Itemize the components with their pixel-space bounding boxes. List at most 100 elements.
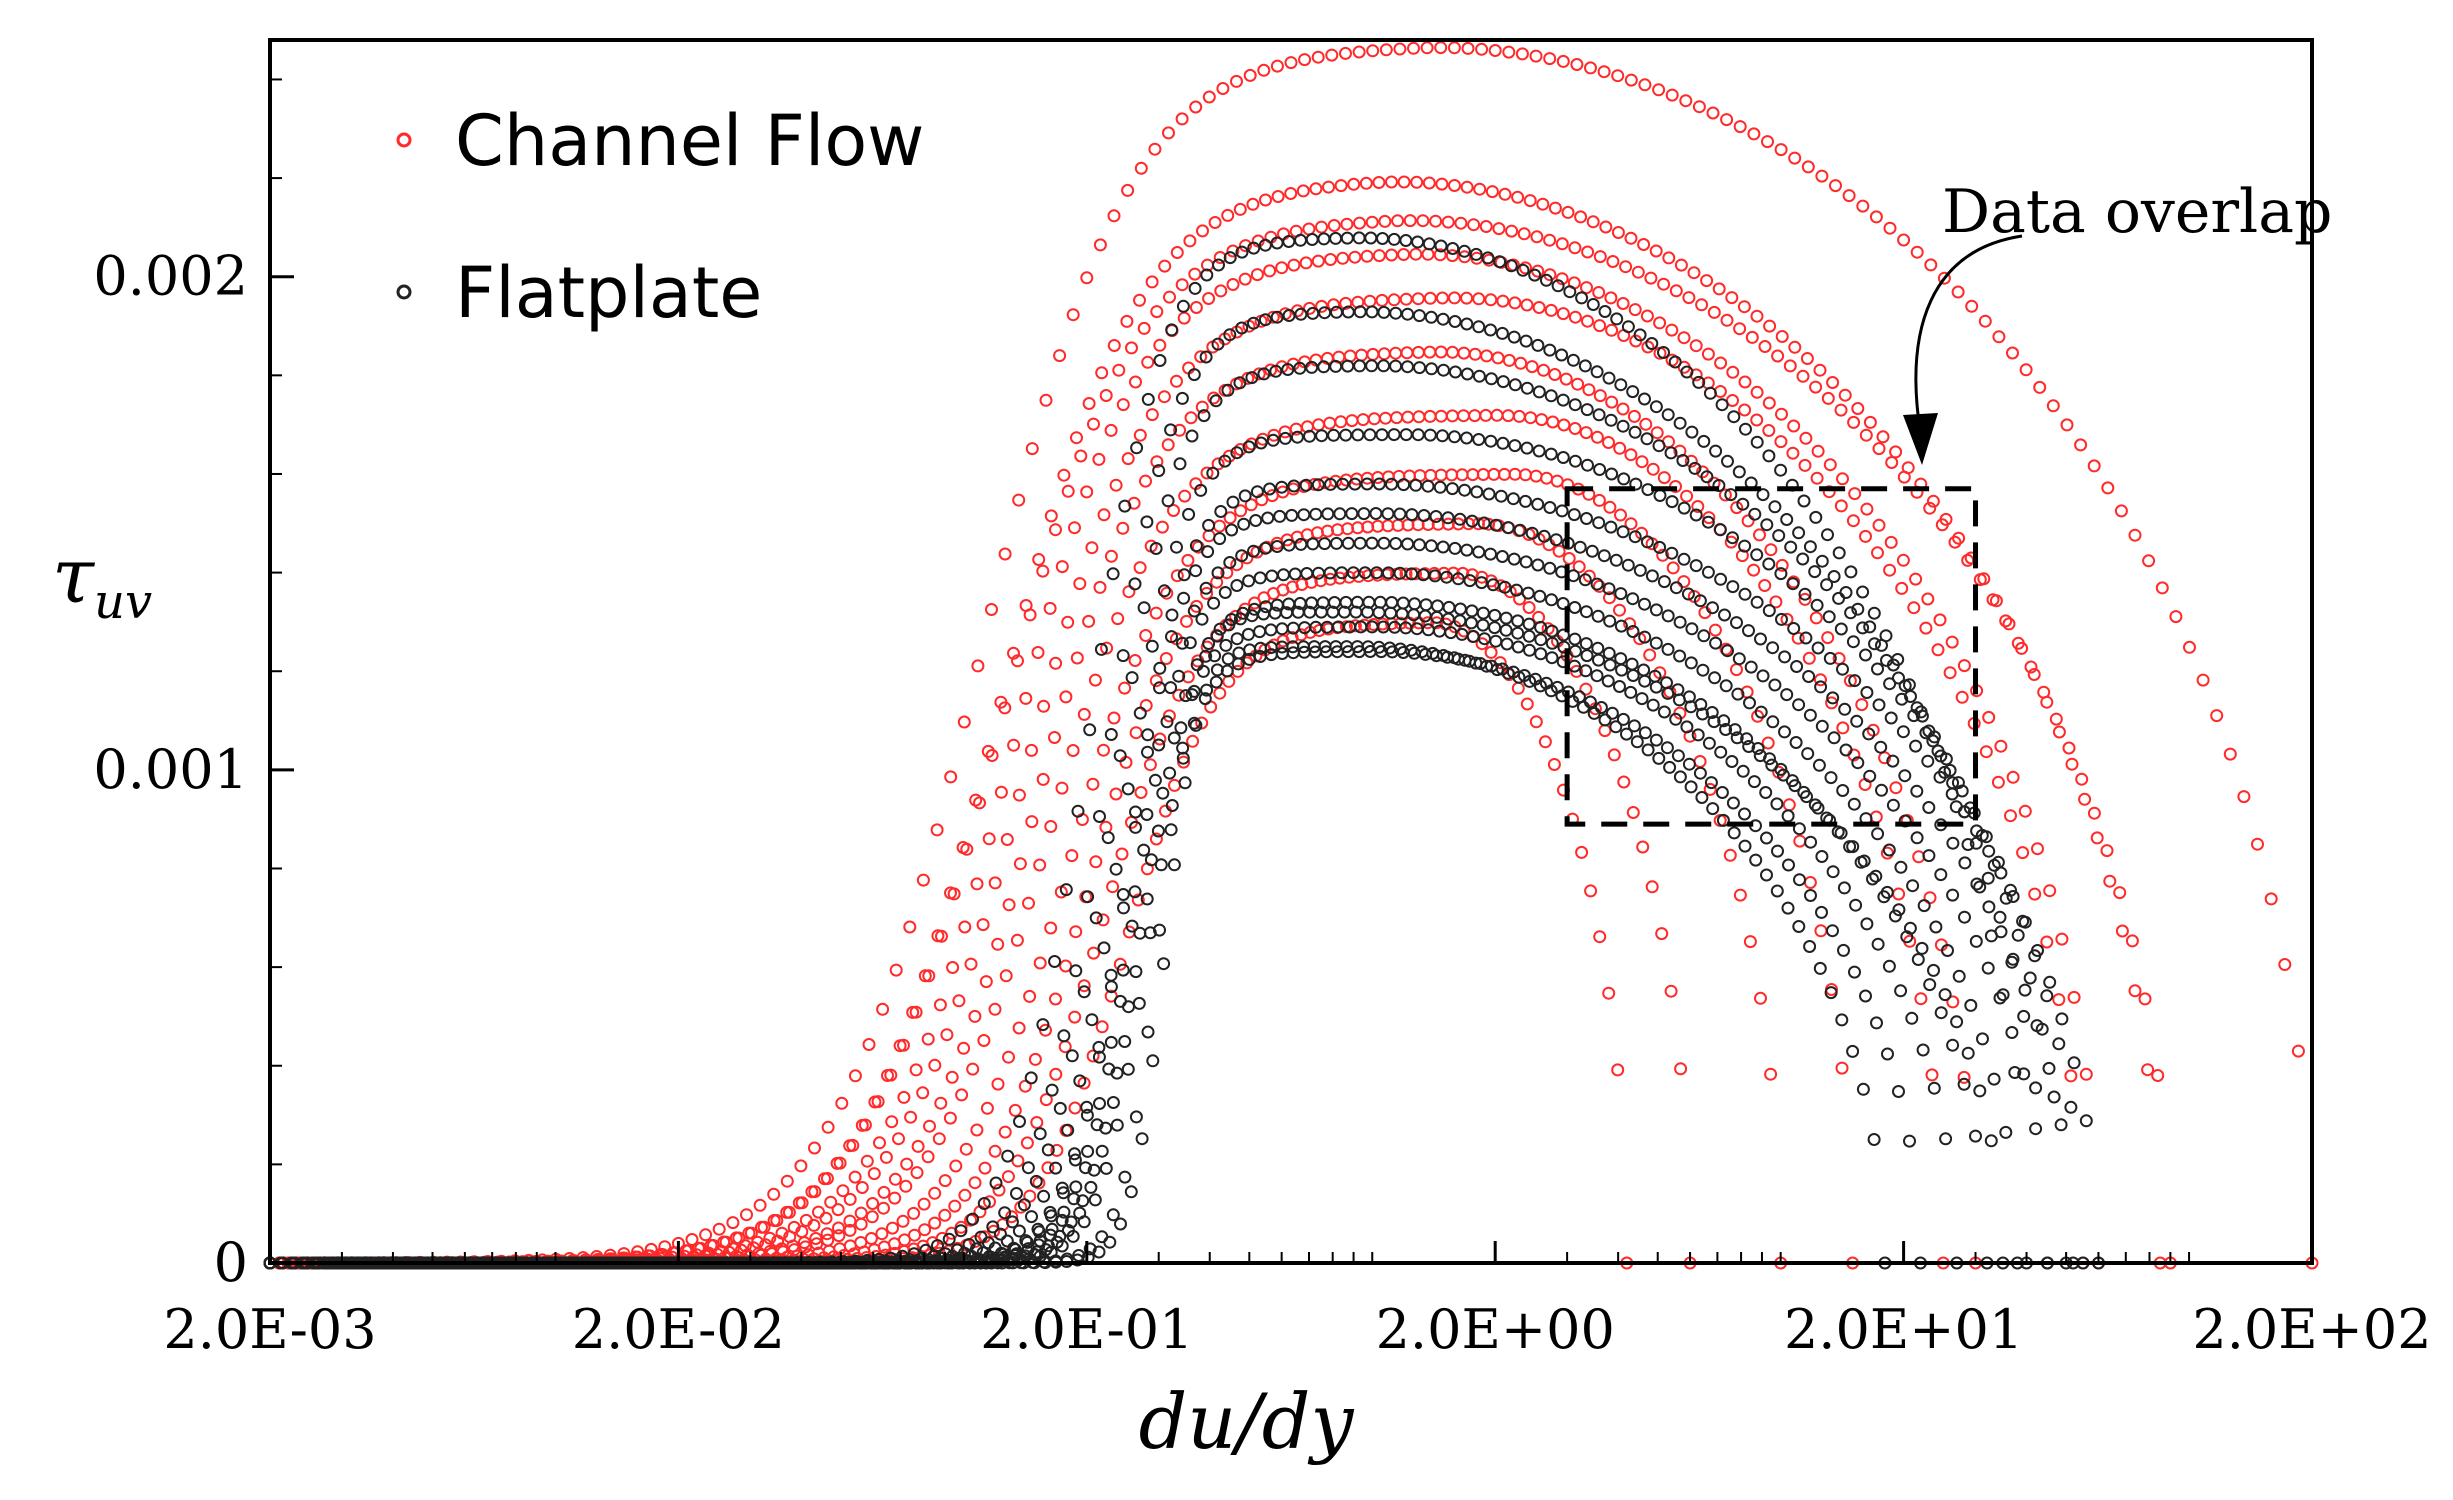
overlap-dashed-box: [1564, 486, 1979, 827]
flatplate-point: [1702, 736, 1716, 750]
channel-flow-point: [1178, 489, 1192, 503]
channel-flow-point: [916, 873, 930, 887]
legend: Channel Flow Flatplate: [396, 100, 924, 334]
flatplate-point: [2031, 944, 2044, 957]
flatplate-point: [1765, 758, 1779, 772]
flatplate-point: [1568, 398, 1582, 412]
flatplate-point: [1846, 840, 1860, 854]
x-tick-label: 2.0E+01: [1784, 1298, 2023, 1361]
flatplate-point: [1931, 744, 1945, 758]
channel-flow-point: [1586, 215, 1600, 229]
flatplate-point: [1579, 664, 1593, 678]
channel-flow-point: [1458, 250, 1472, 264]
flatplate-point: [1641, 743, 1655, 757]
channel-flow-point: [1897, 233, 1911, 247]
channel-flow-point: [763, 1231, 777, 1245]
channel-flow-point: [1750, 413, 1764, 427]
flatplate-point: [1128, 577, 1142, 591]
flatplate-point: [1165, 630, 1178, 644]
flatplate-point: [1744, 660, 1758, 674]
channel-flow-point: [1025, 442, 1039, 456]
flatplate-point: [1982, 844, 1996, 858]
flatplate-point: [1927, 1081, 1941, 1095]
flatplate-point: [1201, 545, 1215, 559]
channel-flow-point: [2079, 1067, 2093, 1081]
channel-flow-point: [1412, 410, 1426, 424]
flatplate-point: [1511, 614, 1525, 628]
channel-flow-point: [1095, 1020, 1109, 1034]
flatplate-point: [1633, 328, 1647, 342]
channel-flow-point: [945, 1070, 959, 1084]
flatplate-point: [1146, 1054, 1160, 1068]
flatplate-point: [2030, 1019, 2044, 1033]
flatplate-point: [1973, 1084, 1987, 1098]
channel-flow-point: [885, 1115, 899, 1129]
channel-flow-point: [1460, 180, 1474, 194]
flatplate-point: [1750, 548, 1764, 562]
flatplate-point: [1340, 231, 1354, 245]
flatplate-point: [1742, 740, 1756, 753]
flatplate-point: [1165, 608, 1179, 622]
channel-flow-point: [1441, 215, 1455, 229]
flatplate-point: [1194, 483, 1208, 497]
flatplate-point: [1315, 429, 1329, 443]
flatplate-point: [1671, 749, 1685, 763]
channel-flow-point: [1707, 305, 1721, 319]
flatplate-point: [1113, 749, 1127, 763]
channel-flow-point: [1359, 176, 1373, 190]
channel-flow-point: [1611, 1063, 1625, 1077]
channel-flow-point: [1461, 41, 1475, 55]
channel-flow-point: [1005, 1210, 1019, 1224]
flatplate-point: [1198, 692, 1212, 706]
flatplate-point: [1405, 508, 1419, 522]
flatplate-point: [1626, 625, 1640, 638]
channel-flow-point: [1411, 345, 1425, 359]
flatplate-point: [1946, 836, 1960, 850]
flatplate-point: [1167, 858, 1181, 872]
channel-flow-point: [1948, 535, 1962, 549]
flatplate-point: [1689, 559, 1703, 573]
channel-flow-point: [1150, 305, 1164, 319]
channel-flow-point: [897, 1038, 910, 1052]
channel-flow-point: [1012, 1021, 1026, 1035]
flatplate-point: [2017, 1067, 2031, 1081]
channel-flow-point: [2169, 610, 2183, 624]
flatplate-point: [1736, 764, 1750, 778]
flatplate-point: [1519, 555, 1533, 569]
channel-flow-point: [889, 963, 903, 977]
flatplate-point: [1187, 604, 1201, 618]
channel-flow-point: [808, 1141, 821, 1155]
flatplate-point: [1372, 477, 1386, 491]
axis-ticks: 2.0E-03 2.0E-02 2.0E-01 2.0E+00 2.0E+01 2.0E+…: [93, 78, 2432, 1361]
channel-flow-point: [1250, 268, 1264, 282]
flatplate-point: [1859, 989, 1872, 1003]
flatplate-point: [1495, 326, 1509, 340]
flatplate-point: [1437, 363, 1450, 377]
channel-flow-point: [2075, 772, 2089, 786]
channel-flow-point: [2018, 804, 2032, 818]
channel-flow-point: [2064, 1069, 2078, 1083]
flatplate-point: [1106, 1208, 1120, 1222]
channel-flow-point: [855, 1181, 869, 1194]
flatplate-point: [1424, 310, 1438, 324]
flatplate-point: [1905, 1011, 1919, 1025]
channel-flow-point: [1074, 449, 1088, 463]
channel-flow-point: [960, 842, 974, 856]
channel-flow-point: [2011, 636, 2025, 650]
channel-flow-point: [1708, 623, 1722, 637]
flatplate-point: [1738, 807, 1751, 821]
flatplate-point: [1661, 609, 1675, 623]
flatplate-point: [1270, 310, 1284, 324]
flatplate-point: [2055, 1012, 2069, 1026]
channel-flow-point: [1032, 553, 1046, 566]
flatplate-point: [1247, 544, 1260, 558]
channel-flow-point: [1421, 247, 1435, 261]
flatplate-point: [1025, 1210, 1038, 1224]
channel-flow-point: [1535, 413, 1549, 427]
flatplate-point: [1101, 831, 1115, 845]
channel-flow-point: [1568, 310, 1582, 324]
flatplate-point: [1815, 554, 1829, 568]
flatplate-point: [1207, 596, 1221, 610]
channel-flow-point: [1926, 494, 1940, 508]
channel-flow-point: [1497, 467, 1511, 481]
